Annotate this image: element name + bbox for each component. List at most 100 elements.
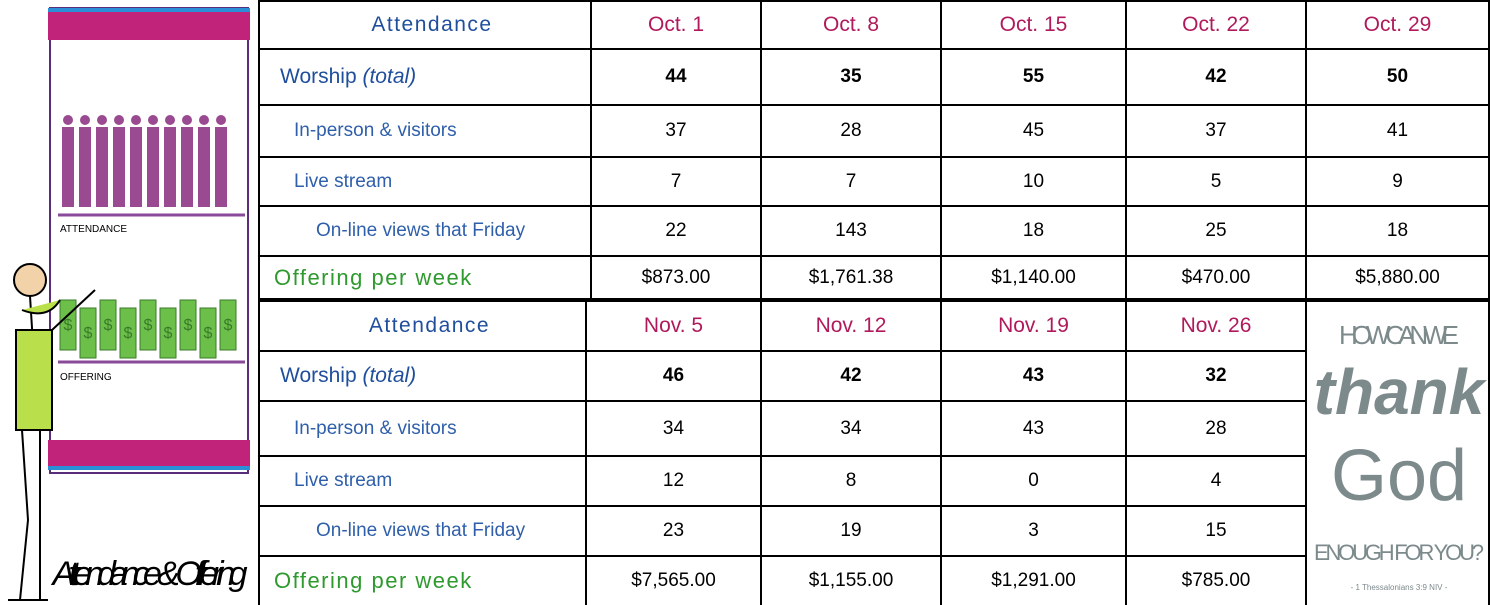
dollar-sign: $ [224, 317, 233, 334]
cell-value: 7 [761, 157, 941, 206]
cell-value: 35 [761, 49, 941, 105]
cell-value: 0 [941, 456, 1126, 506]
cell-value: 22 [591, 206, 761, 256]
person-head [114, 115, 124, 125]
date-header: Oct. 1 [591, 1, 761, 49]
person-head [182, 115, 192, 125]
label-text: On-line views that Friday [316, 520, 525, 541]
cell-value: 44 [591, 49, 761, 105]
cell-value: $785.00 [1126, 556, 1306, 605]
person-head [97, 115, 107, 125]
data-row: Offering per week$873.00$1,761.38$1,140.… [259, 256, 1489, 299]
date-header: Oct. 22 [1126, 1, 1306, 49]
person-body [164, 127, 176, 207]
cell-value: 37 [591, 105, 761, 157]
dollar-sign: $ [104, 317, 113, 334]
offering-label: OFFERING [60, 372, 112, 383]
row-header: Attendance [259, 301, 586, 351]
cell-value: 55 [941, 49, 1126, 105]
cell-value: 18 [1306, 206, 1489, 256]
cell-value: 10 [941, 157, 1126, 206]
person-body [79, 127, 91, 207]
data-row: On-line views that Friday22143182518 [259, 206, 1489, 256]
cell-value: 42 [761, 351, 941, 401]
dollar-sign: $ [164, 325, 173, 342]
illustration: ATTENDANCE $$$$$$$$$ OFFERING Attendance… [0, 0, 258, 605]
cell-value: $7,565.00 [586, 556, 761, 605]
label-text: Worship [280, 364, 357, 387]
person-head [165, 115, 175, 125]
date-header: Oct. 15 [941, 1, 1126, 49]
cell-value: 7 [591, 157, 761, 206]
label-text: In-person & visitors [294, 418, 457, 439]
dollar-sign: $ [84, 325, 93, 342]
top-band [48, 10, 250, 40]
cell-value: $873.00 [591, 256, 761, 299]
cell-value: 28 [761, 105, 941, 157]
row-label: On-line views that Friday [259, 506, 586, 556]
date-header: Nov. 5 [586, 301, 761, 351]
label-text: Offering per week [274, 265, 473, 290]
person-body [130, 127, 142, 207]
row-label: Worship (total) [259, 351, 586, 401]
person-body [198, 127, 210, 207]
frame [50, 8, 248, 473]
header-row: AttendanceNov. 5Nov. 12Nov. 19Nov. 26 [259, 301, 1306, 351]
attendance-label: ATTENDANCE [60, 224, 127, 235]
page: ATTENDANCE $$$$$$$$$ OFFERING Attendance… [0, 0, 1491, 605]
dollar-sign: $ [144, 317, 153, 334]
quote-line: God [1331, 436, 1467, 516]
cell-value: 42 [1126, 49, 1306, 105]
cell-value: $5,880.00 [1306, 256, 1489, 299]
date-header: Nov. 19 [941, 301, 1126, 351]
bottom-band [48, 440, 250, 470]
cell-value: $1,140.00 [941, 256, 1126, 299]
cell-value: $1,155.00 [761, 556, 941, 605]
person-head [63, 115, 73, 125]
date-header: Nov. 26 [1126, 301, 1306, 351]
person-body [215, 127, 227, 207]
cell-value: 46 [586, 351, 761, 401]
label-text: Worship [280, 65, 357, 88]
cell-value: 12 [586, 456, 761, 506]
data-row: Worship (total) 4435554250 [259, 49, 1489, 105]
dollar-sign: $ [64, 317, 73, 334]
person-body [62, 127, 74, 207]
cell-value: 50 [1306, 49, 1489, 105]
cell-value: 34 [586, 401, 761, 456]
quote-image: HOW CAN WE thank God ENOUGH FOR YOU? - 1… [1307, 302, 1488, 604]
quote-source: - 1 Thessalonians 3:9 NIV - [1351, 583, 1448, 592]
row-label: In-person & visitors [259, 105, 591, 157]
person-body [147, 127, 159, 207]
person-body [113, 127, 125, 207]
dollar-sign: $ [184, 317, 193, 334]
cell-value: 19 [761, 506, 941, 556]
cell-value: 9 [1306, 157, 1489, 206]
label-text: On-line views that Friday [316, 220, 525, 241]
quote-line: HOW CAN WE [1339, 320, 1459, 350]
data-row: Offering per week $7,565.00$1,155.00$1,29… [259, 556, 1306, 605]
quote-line: thank [1314, 356, 1488, 428]
date-header: Oct. 29 [1306, 1, 1489, 49]
quote-line: ENOUGH FOR YOU? [1314, 540, 1484, 565]
dollar-sign: $ [204, 325, 213, 342]
cell-value: 41 [1306, 105, 1489, 157]
cell-value: 15 [1126, 506, 1306, 556]
cell-value: 8 [761, 456, 941, 506]
cell-value: 34 [761, 401, 941, 456]
cell-value: 25 [1126, 206, 1306, 256]
row-label: Live stream [259, 157, 591, 206]
label-note: (total) [362, 65, 416, 88]
cell-value: 5 [1126, 157, 1306, 206]
cell-value: 43 [941, 351, 1126, 401]
cell-value: $1,291.00 [941, 556, 1126, 605]
cell-value: 45 [941, 105, 1126, 157]
label-text: Offering per week [274, 568, 473, 593]
person-body [181, 127, 193, 207]
